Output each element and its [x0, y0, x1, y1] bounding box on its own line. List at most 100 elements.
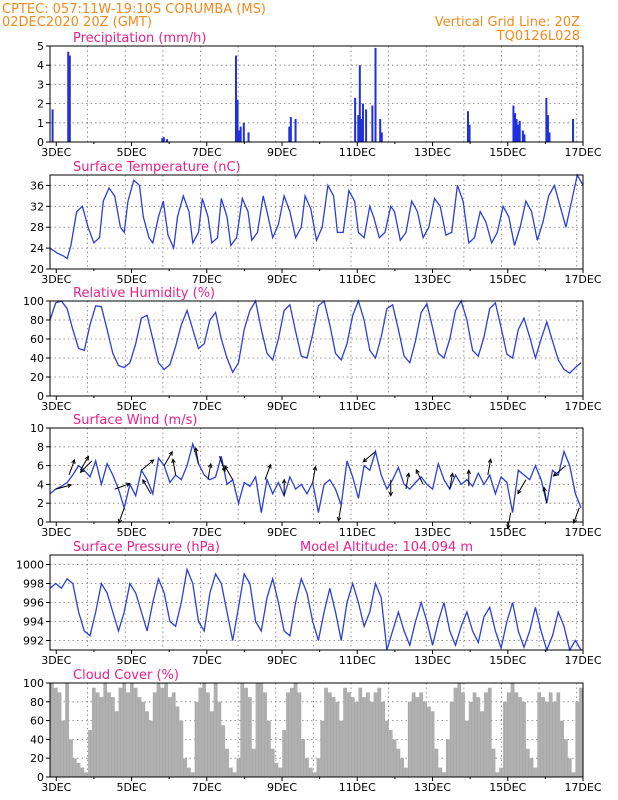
precip-bar — [162, 137, 165, 142]
x-tick-label: 9DEC — [267, 273, 297, 286]
wind-arrow-head — [267, 463, 272, 469]
y-tick-label: 20 — [30, 371, 44, 384]
x-tick-label: 3DEC — [41, 654, 71, 667]
header-date: 02DEC2020 20Z (GMT) — [2, 15, 152, 30]
panel-title: Surface Wind (m/s) — [73, 413, 197, 428]
wind-arrow-head — [149, 459, 155, 464]
y-tick-label: 6 — [37, 460, 44, 473]
wind-arrow-head — [542, 486, 547, 492]
wind-arrow-head — [572, 518, 577, 524]
y-tick-label: 60 — [30, 715, 44, 728]
y-tick-label: 996 — [23, 597, 44, 610]
precip-bar — [521, 130, 524, 142]
precip-bar — [161, 138, 164, 142]
precip-bar — [515, 118, 518, 142]
precip-bar — [294, 118, 297, 142]
wind-arrow-head — [224, 464, 229, 470]
wind-arrow — [487, 459, 492, 476]
x-tick-label: 11DEC — [339, 400, 376, 413]
precip-bar — [545, 97, 548, 142]
wind-arrow-head — [168, 450, 173, 456]
wind-arrow — [172, 459, 177, 476]
x-tick-label: 17DEC — [564, 400, 601, 413]
y-tick-label: 0 — [37, 136, 44, 149]
wind-arrow-head — [171, 458, 176, 464]
y-tick-label: 100 — [23, 677, 44, 690]
x-tick-label: 7DEC — [192, 146, 222, 159]
x-tick-label: 5DEC — [116, 781, 146, 794]
wind-arrow — [142, 479, 152, 495]
y-tick-label: 4 — [37, 59, 44, 72]
precip-bar — [361, 103, 364, 142]
precip-bar — [247, 132, 250, 142]
x-tick-label: 13DEC — [414, 654, 451, 667]
x-tick-label: 9DEC — [267, 781, 297, 794]
wind-arrow — [449, 473, 454, 490]
wind-arrow-head — [336, 516, 342, 522]
x-tick-label: 17DEC — [564, 781, 601, 794]
y-tick-label: 10 — [30, 422, 44, 435]
x-tick-label: 3DEC — [41, 400, 71, 413]
x-tick-label: 15DEC — [489, 273, 526, 286]
precip-bar — [289, 117, 292, 142]
x-tick-label: 3DEC — [41, 781, 71, 794]
wind-arrow-head — [506, 524, 511, 530]
wind-arrow-head — [449, 472, 455, 478]
y-tick-label: 8 — [37, 441, 44, 454]
precip-bar — [68, 55, 71, 142]
y-tick-label: 80 — [30, 314, 44, 327]
wind-arrow — [337, 504, 342, 521]
panel-1: Surface Temperature (nC) 20 24 28 32 36 3DEC 5D… — [30, 160, 602, 286]
y-tick-label: 2 — [37, 497, 44, 510]
precip-bar — [357, 115, 360, 142]
precip-bar — [380, 132, 383, 142]
precip-bar — [548, 132, 551, 142]
x-tick-label: 5DEC — [116, 273, 146, 286]
x-tick-label: 15DEC — [489, 654, 526, 667]
wind-arrow — [218, 456, 226, 472]
x-tick-label: 17DEC — [564, 273, 601, 286]
x-tick-label: 11DEC — [339, 146, 376, 159]
wind-arrow-head — [466, 469, 472, 475]
wind-arrow — [80, 460, 93, 473]
wind-arrow-head — [552, 472, 558, 477]
wind-arrow-head — [362, 457, 368, 463]
y-tick-label: 0 — [37, 771, 44, 784]
precip-bar — [518, 120, 521, 142]
precip-bar — [572, 118, 575, 142]
wind-arrow-head — [194, 446, 199, 452]
header-grid-line: Vertical Grid Line: 20Z — [435, 15, 580, 30]
y-tick-label: 2 — [37, 98, 44, 111]
x-tick-label: 5DEC — [116, 400, 146, 413]
x-tick-label: 13DEC — [414, 273, 451, 286]
x-tick-label: 3DEC — [41, 146, 71, 159]
wind-arrow — [114, 483, 130, 490]
y-tick-label: 1 — [37, 117, 44, 130]
x-tick-label: 11DEC — [339, 654, 376, 667]
series-line — [49, 173, 584, 260]
x-tick-label: 5DEC — [116, 526, 146, 539]
x-tick-label: 7DEC — [192, 654, 222, 667]
precip-bar — [360, 118, 363, 142]
x-tick-label: 7DEC — [192, 400, 222, 413]
precip-bar — [234, 55, 237, 142]
x-tick-label: 7DEC — [192, 273, 222, 286]
precip-bar — [523, 134, 526, 142]
precip-bar — [466, 111, 469, 142]
y-tick-label: 5 — [37, 40, 44, 53]
panel-5: Cloud Cover (%) 0 20 40 60 80 100 3DEC 5DEC 7DEC 9… — [23, 668, 602, 794]
y-tick-label: 100 — [23, 295, 44, 308]
y-tick-label: 24 — [30, 242, 44, 255]
wind-arrow-head — [312, 465, 318, 471]
panel-frame — [49, 427, 584, 523]
panel-title: Surface Temperature (nC) — [73, 160, 241, 175]
wind-arrow-head — [517, 489, 522, 495]
x-tick-label: 11DEC — [339, 273, 376, 286]
x-tick-label: 13DEC — [414, 146, 451, 159]
panel-0: Precipitation (mm/h) 0 1 2 3 4 5 3DEC 5DEC 7DEC 9D… — [37, 31, 602, 159]
wind-arrow — [507, 512, 512, 529]
x-tick-label: 9DEC — [267, 526, 297, 539]
x-tick-label: 15DEC — [489, 526, 526, 539]
y-tick-label: 40 — [30, 352, 44, 365]
